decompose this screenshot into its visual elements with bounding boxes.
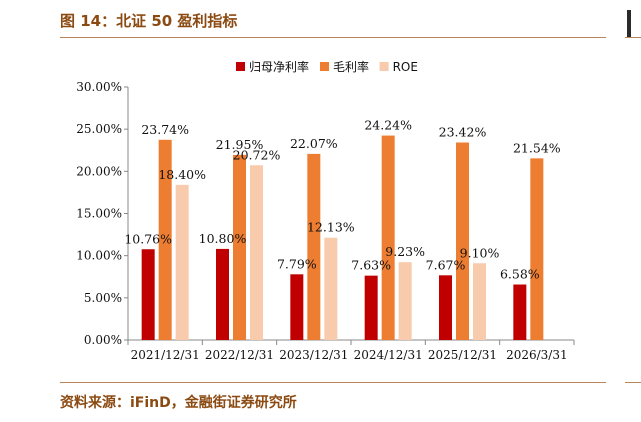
x-tick-label: 2025/12/31 <box>428 348 497 362</box>
bottom-divider <box>60 382 606 383</box>
data-label: 9.23% <box>385 244 425 259</box>
top-divider <box>60 37 606 38</box>
bar-2 <box>530 158 544 340</box>
figure-title: 图 14：北证 50 盈利指标 <box>60 12 238 30</box>
data-label: 24.24% <box>364 118 412 133</box>
y-tick-label: 0.00% <box>84 333 122 347</box>
legend-swatch <box>379 62 389 71</box>
data-label: 7.63% <box>351 258 391 273</box>
bar-2 <box>381 135 395 340</box>
y-tick-label: 5.00% <box>84 291 122 305</box>
data-label: 23.42% <box>439 124 487 139</box>
bar-1 <box>290 274 304 340</box>
bar-1 <box>513 284 527 340</box>
data-label: 22.07% <box>290 136 338 151</box>
bar-1 <box>439 275 452 340</box>
x-tick-label: 2023/12/31 <box>279 348 348 362</box>
legend-label: 归母净利率 <box>249 59 309 74</box>
data-label: 12.13% <box>307 220 355 235</box>
data-label: 21.54% <box>513 140 561 155</box>
data-label: 10.76% <box>124 231 172 246</box>
data-label: 6.58% <box>500 267 540 282</box>
data-label: 7.67% <box>426 257 466 272</box>
bar-3 <box>250 165 263 340</box>
bar-3 <box>398 262 412 340</box>
data-label: 18.40% <box>158 167 206 182</box>
x-tick-label: 2026/3/31 <box>506 348 568 362</box>
y-tick-label: 10.00% <box>76 249 122 263</box>
data-label: 23.74% <box>141 122 189 137</box>
data-label: 7.79% <box>277 256 317 271</box>
next-figure-edge <box>627 10 631 37</box>
bar-1 <box>141 249 155 340</box>
profitability-bar-chart: 0.00% 5.00% 10.00% 15.00% 20.00% 25.00% 30.00%… <box>76 59 575 362</box>
bar-2 <box>233 154 246 340</box>
x-tick-label: 2022/12/31 <box>205 348 274 362</box>
x-tick-label: 2024/12/31 <box>354 348 423 362</box>
bar-2 <box>456 142 469 340</box>
y-tick-label: 20.00% <box>76 164 122 178</box>
legend-swatch <box>236 62 245 71</box>
y-tick-label: 30.00% <box>76 80 122 94</box>
bar-1 <box>364 275 378 340</box>
next-figure-divider <box>625 37 641 38</box>
data-label: 10.80% <box>199 231 247 246</box>
data-label: 20.72% <box>233 147 281 162</box>
bar-2 <box>158 139 172 340</box>
legend-label: 毛利率 <box>333 59 369 74</box>
legend-swatch <box>320 62 329 71</box>
legend-label: ROE <box>393 60 418 74</box>
bar-3 <box>324 237 338 340</box>
bar-1 <box>216 248 229 340</box>
y-tick-label: 15.00% <box>76 207 122 221</box>
next-figure-bottom-divider <box>625 382 641 383</box>
data-label: 9.10% <box>460 245 500 260</box>
y-tick-label: 25.00% <box>76 122 122 136</box>
x-tick-label: 2021/12/31 <box>131 348 200 362</box>
bar-2 <box>307 153 321 340</box>
data-label: 21.95% <box>216 137 264 152</box>
bar-3 <box>473 263 486 340</box>
bar-3 <box>175 184 189 340</box>
source-note: 资料来源：iFinD，金融街证券研究所 <box>60 395 297 411</box>
